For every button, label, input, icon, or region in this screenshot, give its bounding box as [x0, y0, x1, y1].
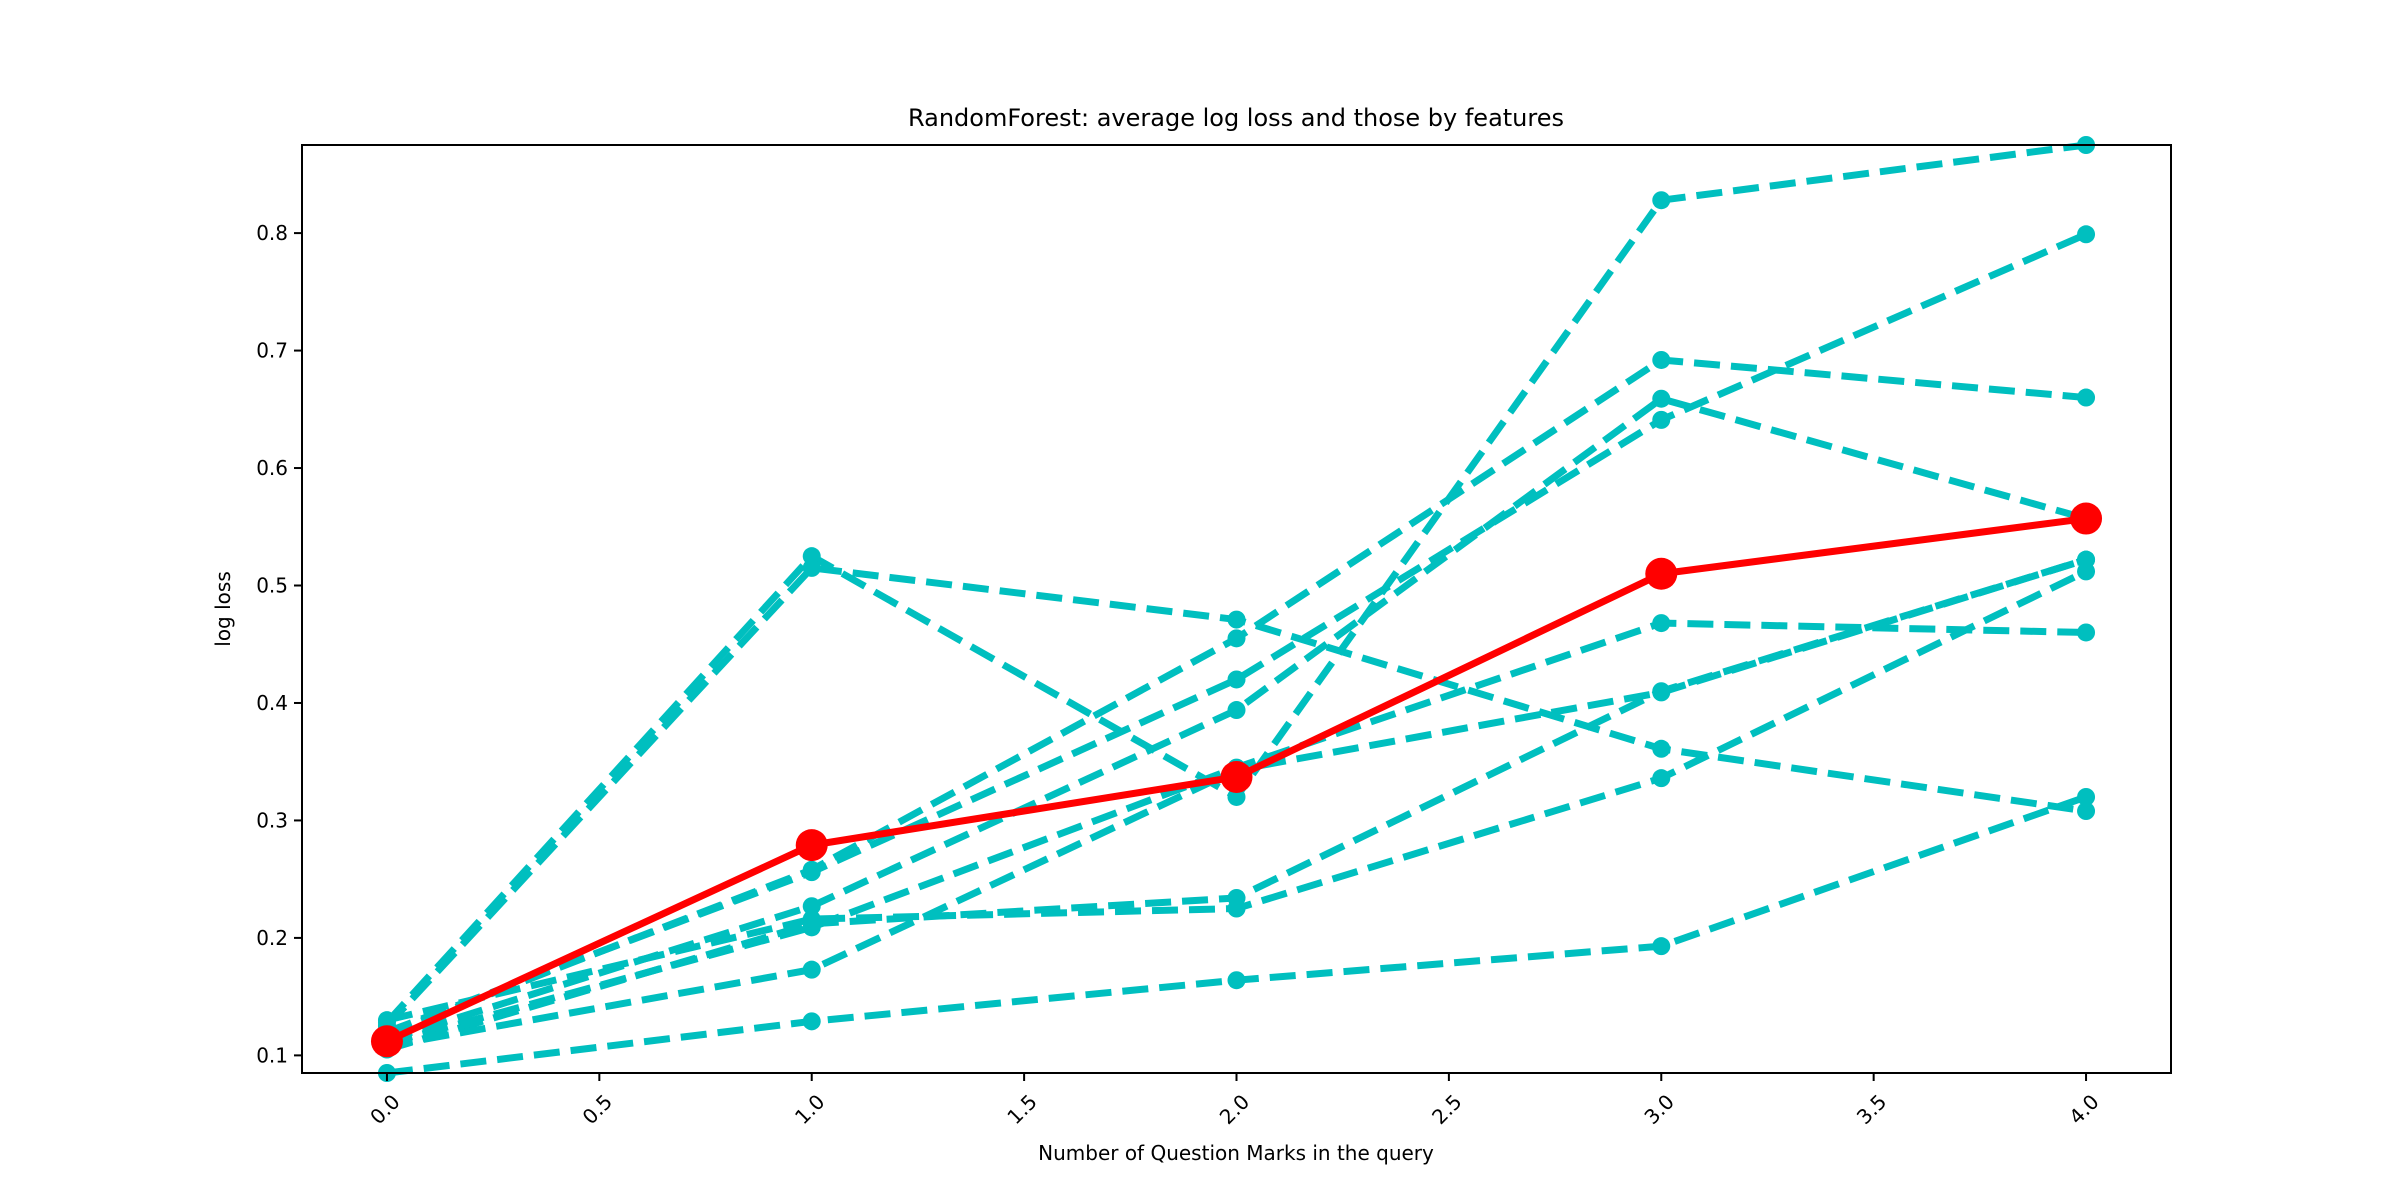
plot-markers	[370, 136, 2103, 1082]
y-tick-label-0: 0.1	[256, 1043, 288, 1067]
feature-3-point-4	[2077, 388, 2096, 407]
chart-title: RandomForest: average log loss and those…	[908, 104, 1564, 132]
y-axis: 0.1 0.2 0.3 0.4 0.5 0.6 0.7 0.8	[256, 221, 302, 1067]
feature-6-point-4	[2077, 623, 2096, 642]
y-tick-label-1: 0.2	[256, 926, 288, 950]
feature-5-point-1	[802, 897, 821, 916]
feature-1-point-3	[1652, 191, 1671, 210]
y-tick-label-6: 0.7	[256, 339, 288, 363]
feature-2-point-4	[2077, 802, 2096, 821]
y-tick-label-7: 0.8	[256, 221, 288, 245]
feature-5-point-3	[1652, 389, 1671, 408]
feature-2-point-2	[1227, 610, 1246, 629]
feature-8-point-1	[802, 910, 821, 929]
feature-10-point-3	[1652, 937, 1671, 956]
feature-9-point-1	[802, 960, 821, 979]
feature-5-point-2	[1227, 701, 1246, 720]
y-tick-label-4: 0.5	[256, 574, 288, 598]
y-tick-label-2: 0.3	[256, 808, 288, 832]
feature-2-point-3	[1652, 739, 1671, 758]
feature-6-point-3	[1652, 614, 1671, 633]
average-point-1	[795, 829, 828, 862]
feature-9-point-3	[1652, 683, 1671, 702]
feature-10-point-4	[2077, 787, 2096, 806]
feature-1-point-2	[1227, 787, 1246, 806]
feature-4-point-2	[1227, 670, 1246, 689]
feature-10-point-2	[1227, 971, 1246, 990]
feature-3-point-3	[1652, 350, 1671, 369]
average-point-0	[370, 1025, 403, 1058]
feature-8-point-0	[377, 1011, 396, 1030]
feature-4-point-3	[1652, 410, 1671, 429]
average-point-3	[1645, 557, 1678, 590]
y-axis-label: log loss	[211, 571, 235, 646]
average-point-4	[2070, 502, 2103, 535]
feature-9-point-4	[2077, 550, 2096, 569]
y-tick-label-3: 0.4	[256, 691, 288, 715]
feature-10-point-1	[802, 1012, 821, 1031]
x-axis: 0.0 0.5 1.0 1.5 2.0 2.5 3.0 3.5 4.0	[365, 1073, 2104, 1129]
feature-4-point-4	[2077, 225, 2096, 244]
x-axis-label: Number of Question Marks in the query	[1038, 1141, 1434, 1165]
feature-8-point-3	[1652, 769, 1671, 788]
feature-4-point-1	[802, 863, 821, 882]
y-tick-label-5: 0.6	[256, 456, 288, 480]
average-point-2	[1220, 760, 1253, 793]
feature-8-point-2	[1227, 899, 1246, 918]
feature-3-point-2	[1227, 629, 1246, 648]
feature-line-4	[385, 231, 2088, 1036]
feature-2-point-1	[802, 558, 821, 577]
